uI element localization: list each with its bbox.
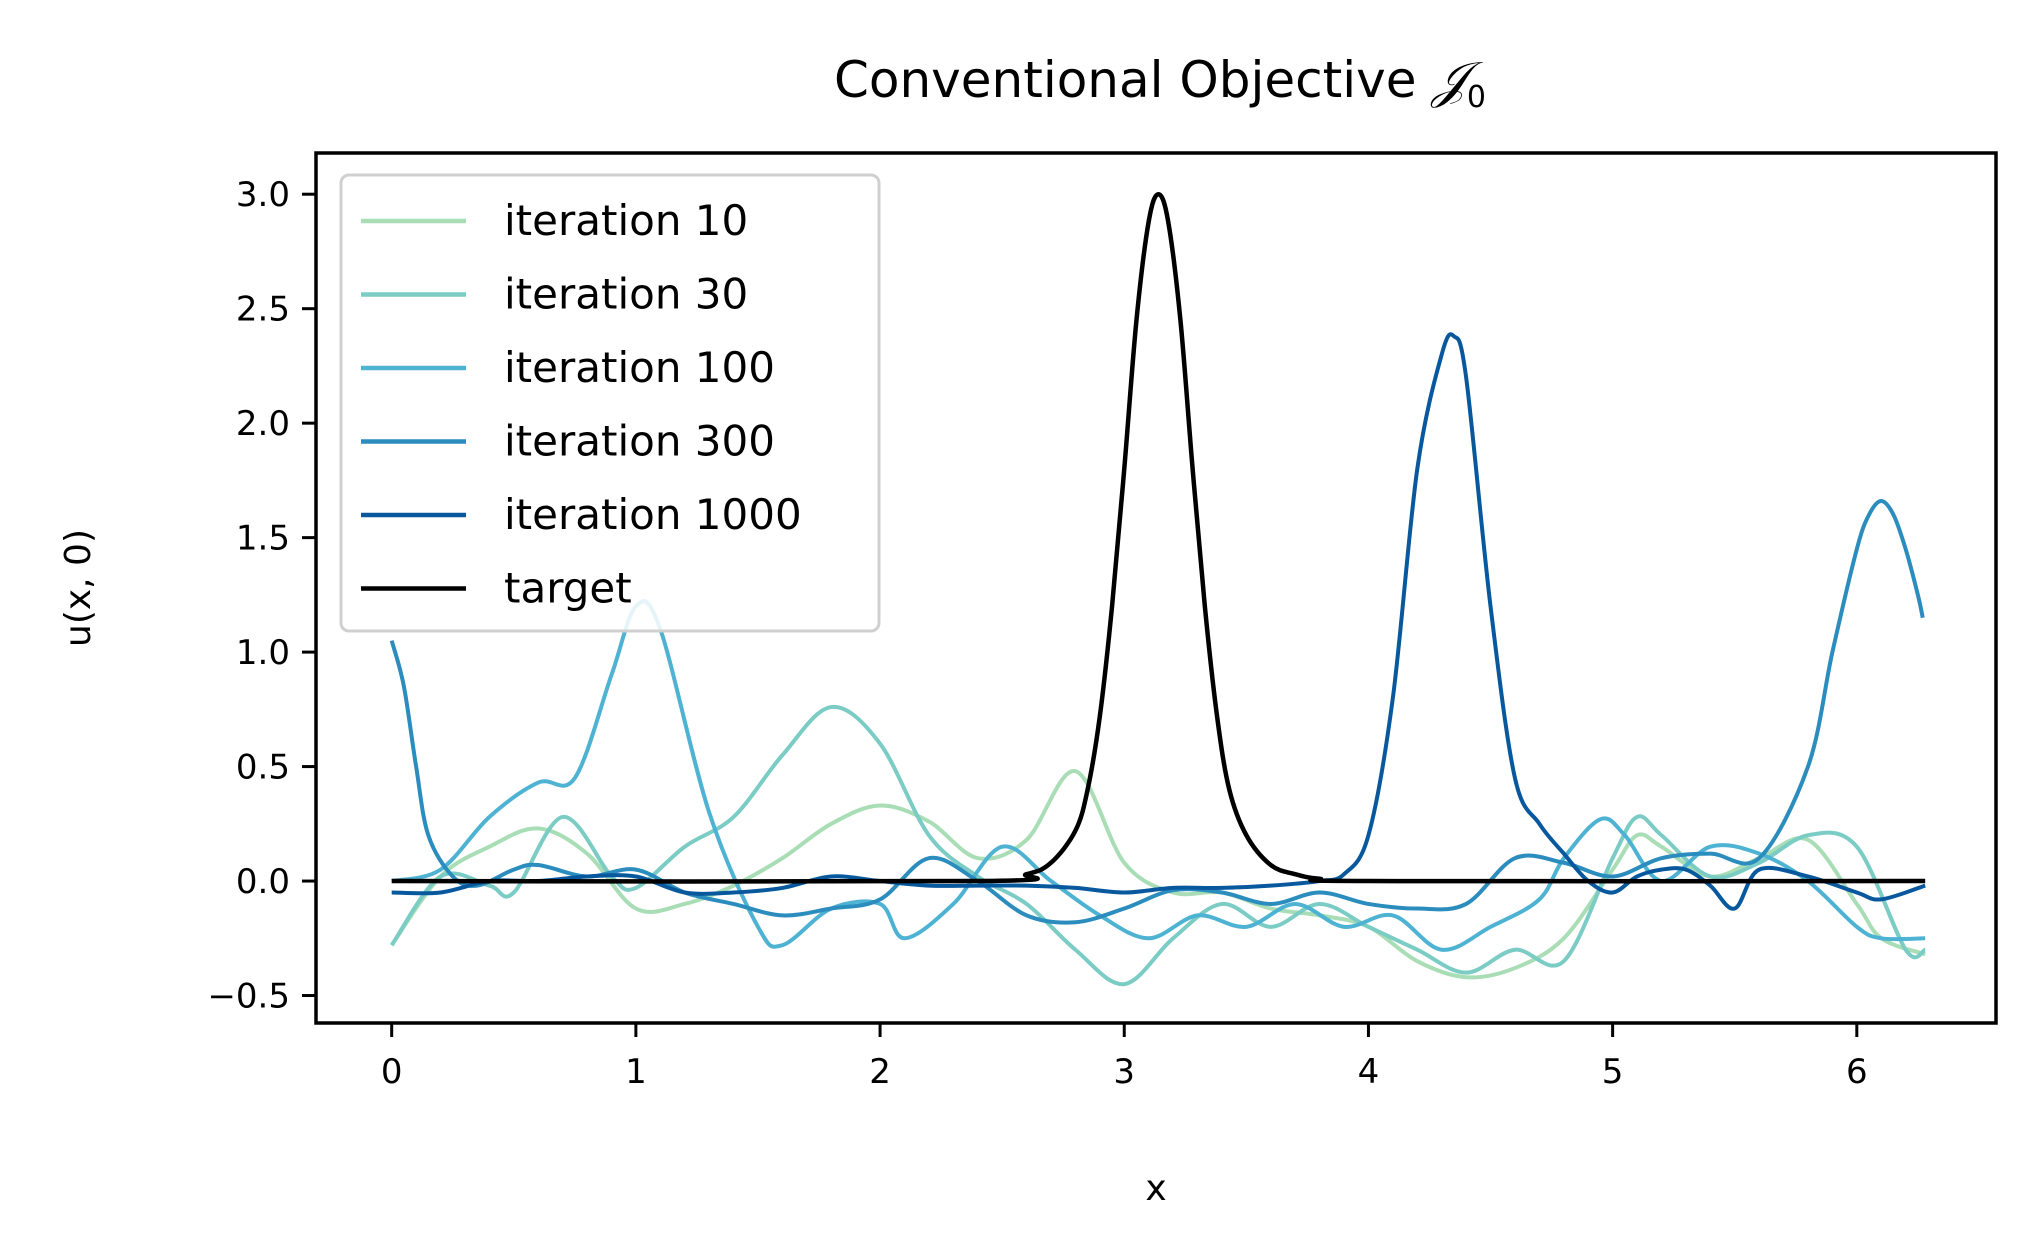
x-axis-label: x xyxy=(1145,1168,1166,1209)
y-tick-label: 0.5 xyxy=(236,748,290,788)
x-tick-label: 5 xyxy=(1602,1052,1624,1092)
y-tick-label: 3.0 xyxy=(236,175,290,215)
series-line-4 xyxy=(391,332,1926,911)
legend-label-4: iteration 1000 xyxy=(504,490,802,539)
plot-frame xyxy=(314,151,1998,1025)
y-tick-label: 2.5 xyxy=(236,290,290,330)
x-tick-label: 1 xyxy=(625,1052,647,1092)
legend-items: iteration 10 iteration 30 iteration 100 ite… xyxy=(361,196,802,613)
legend-frame xyxy=(339,173,881,633)
series-line-3 xyxy=(389,499,1925,925)
legend-label-0: iteration 10 xyxy=(504,196,748,245)
x-axis: 0 1 2 3 4 5 6 xyxy=(381,1023,1868,1092)
chart-title: Conventional Objective 𝒥0 xyxy=(834,51,1486,115)
chart-title-subscript: 0 xyxy=(1467,80,1486,115)
y-tick-label: −0.5 xyxy=(207,977,290,1017)
x-tick-label: 2 xyxy=(869,1052,891,1092)
y-tick-label: 1.0 xyxy=(236,633,290,673)
legend-label-5: target xyxy=(504,564,632,613)
x-tick-label: 6 xyxy=(1846,1052,1868,1092)
y-axis-label: u(x, 0) xyxy=(58,529,99,647)
y-axis: −0.5 0.0 0.5 1.0 1.5 2.0 2.5 3.0 xyxy=(207,175,316,1017)
y-tick-label: 0.0 xyxy=(236,862,290,902)
legend-label-2: iteration 100 xyxy=(504,343,775,392)
x-tick-label: 4 xyxy=(1358,1052,1380,1092)
legend: iteration 10 iteration 30 iteration 100 ite… xyxy=(339,173,881,633)
series-line-1 xyxy=(390,705,1927,987)
series-line-5 xyxy=(391,191,1926,884)
legend-label-3: iteration 300 xyxy=(504,417,775,466)
series-line-0 xyxy=(390,769,1926,980)
y-tick-label: 2.0 xyxy=(236,404,290,444)
chart-title-text: Conventional Objective xyxy=(834,51,1432,109)
legend-label-1: iteration 30 xyxy=(504,270,748,319)
x-tick-label: 0 xyxy=(381,1052,403,1092)
y-tick-label: 1.5 xyxy=(236,519,290,559)
x-tick-label: 3 xyxy=(1113,1052,1135,1092)
